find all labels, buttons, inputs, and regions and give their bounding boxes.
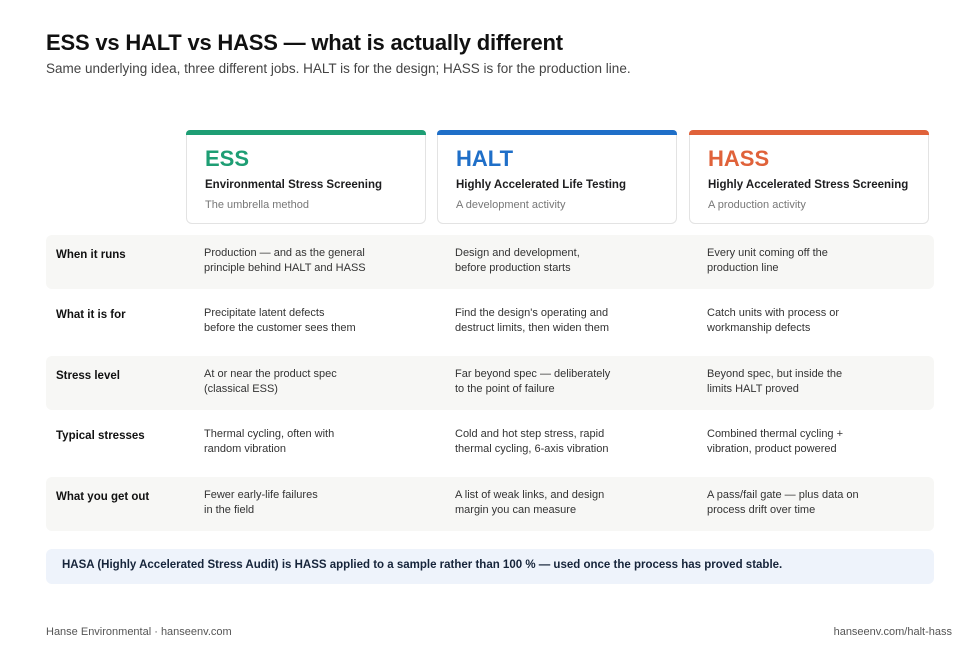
cell-hass: Every unit coming off the production lin… bbox=[707, 247, 828, 274]
column-role: A development activity bbox=[456, 199, 566, 211]
page-title: ESS vs HALT vs HASS — what is actually d… bbox=[46, 30, 563, 55]
column-role: The umbrella method bbox=[205, 199, 309, 211]
comparison-row-stress-level: Stress level At or near the product spec… bbox=[46, 356, 934, 410]
cell-ess: At or near the product spec (classical E… bbox=[204, 368, 337, 395]
hasa-note: HASA (Highly Accelerated Stress Audit) i… bbox=[46, 549, 934, 584]
footer-source: Hanse Environmental · hanseenv.com bbox=[46, 626, 232, 638]
cell-hass: Catch units with process or workmanship … bbox=[707, 307, 840, 334]
comparison-row-typical-stresses: Typical stresses Thermal cycling, often … bbox=[46, 416, 934, 470]
footer-url: hanseenv.com/halt-hass bbox=[833, 626, 952, 638]
cell-ess: Production — and as the general principl… bbox=[204, 247, 366, 274]
column-card-halt: HALT Highly Accelerated Life Testing A d… bbox=[437, 130, 677, 224]
column-short-name: HALT bbox=[456, 146, 514, 171]
cell-halt: Cold and hot step stress, rapid thermal … bbox=[455, 428, 609, 455]
cell-hass: Combined thermal cycling + vibration, pr… bbox=[707, 428, 844, 455]
row-label: What you get out bbox=[56, 491, 150, 503]
cell-ess: Precipitate latent defects before the cu… bbox=[204, 307, 356, 334]
cell-halt: Design and development, before productio… bbox=[455, 247, 580, 274]
row-label: When it runs bbox=[56, 249, 126, 261]
page-subtitle: Same underlying idea, three different jo… bbox=[46, 61, 631, 76]
accent-bar bbox=[186, 130, 426, 135]
comparison-row-when-it-runs: When it runs Production — and as the gen… bbox=[46, 235, 934, 289]
cell-hass: Beyond spec, but inside the limits HALT … bbox=[707, 368, 843, 395]
column-short-name: HASS bbox=[708, 146, 770, 171]
column-card-hass: HASS Highly Accelerated Stress Screening… bbox=[689, 130, 929, 224]
comparison-row-what-you-get-out: What you get out Fewer early-life failur… bbox=[46, 477, 934, 531]
accent-bar bbox=[689, 130, 929, 135]
row-label: Typical stresses bbox=[56, 430, 145, 442]
cell-halt: Find the design's operating and destruct… bbox=[455, 307, 610, 334]
cell-ess: Thermal cycling, often with random vibra… bbox=[204, 428, 335, 455]
column-short-name: ESS bbox=[205, 146, 250, 171]
row-label: What it is for bbox=[56, 309, 126, 321]
column-card-ess: ESS Environmental Stress Screening The u… bbox=[186, 130, 426, 224]
column-full-name: Highly Accelerated Life Testing bbox=[456, 179, 626, 191]
accent-bar bbox=[437, 130, 677, 135]
cell-hass: A pass/fail gate — plus data on process … bbox=[707, 489, 859, 516]
comparison-row-what-it-is-for: What it is for Precipitate latent defect… bbox=[46, 295, 934, 349]
cell-halt: Far beyond spec — deliberately to the po… bbox=[455, 368, 611, 395]
column-full-name: Environmental Stress Screening bbox=[205, 179, 383, 191]
cell-ess: Fewer early-life failures in the field bbox=[204, 489, 318, 516]
column-role: A production activity bbox=[708, 199, 806, 211]
cell-halt: A list of weak links, and design margin … bbox=[455, 489, 605, 516]
row-label: Stress level bbox=[56, 370, 120, 382]
column-full-name: Highly Accelerated Stress Screening bbox=[708, 179, 909, 191]
